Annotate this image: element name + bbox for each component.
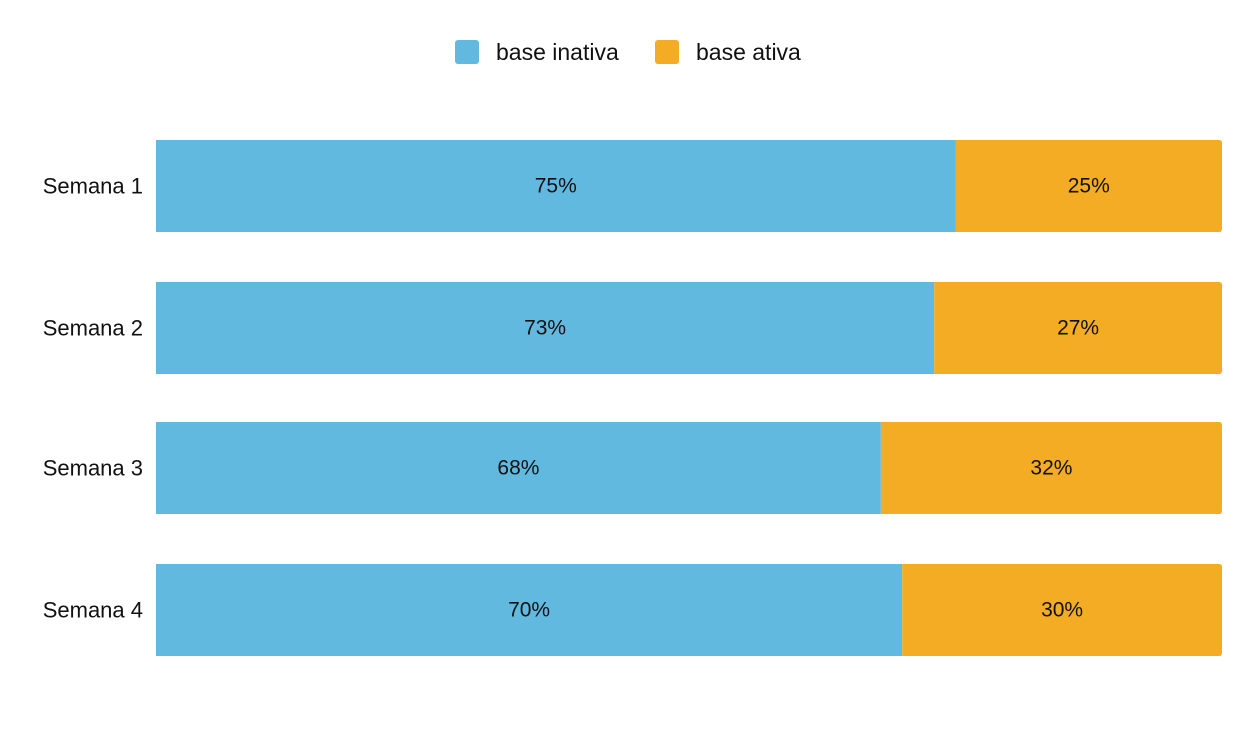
bar-base-inativa-semana-1 bbox=[156, 140, 956, 232]
bar-base-inativa-semana-4 bbox=[156, 564, 903, 656]
category-label-semana-2: Semana 2 bbox=[43, 316, 143, 341]
data-label-base-inativa-semana-4: 70% bbox=[508, 599, 550, 622]
bar-base-ativa-semana-4 bbox=[902, 564, 1222, 656]
bar-base-inativa-semana-3 bbox=[156, 422, 881, 514]
data-label-base-ativa-semana-4: 30% bbox=[1041, 599, 1083, 622]
bar-base-ativa-semana-3 bbox=[880, 422, 1222, 514]
data-labels: 75% 25% 73% 27% 68% 32% 70% 30% bbox=[497, 175, 1109, 622]
bar-base-ativa-semana-1 bbox=[955, 140, 1222, 232]
chart-legend: base inativa base ativa bbox=[455, 39, 801, 65]
data-label-base-ativa-semana-1: 25% bbox=[1068, 175, 1110, 198]
data-label-base-inativa-semana-2: 73% bbox=[524, 317, 566, 340]
category-labels: Semana 1 Semana 2 Semana 3 Semana 4 bbox=[43, 174, 143, 623]
category-label-semana-1: Semana 1 bbox=[43, 174, 143, 199]
data-label-base-ativa-semana-3: 32% bbox=[1030, 457, 1072, 480]
bars-group bbox=[156, 140, 1222, 656]
category-label-semana-3: Semana 3 bbox=[43, 456, 143, 481]
legend-swatch-base-ativa bbox=[655, 40, 679, 64]
data-label-base-ativa-semana-2: 27% bbox=[1057, 317, 1099, 340]
legend-label-base-ativa: base ativa bbox=[696, 39, 801, 65]
category-label-semana-4: Semana 4 bbox=[43, 598, 143, 623]
bar-base-inativa-semana-2 bbox=[156, 282, 935, 374]
legend-swatch-base-inativa bbox=[455, 40, 479, 64]
legend-label-base-inativa: base inativa bbox=[496, 39, 619, 65]
data-label-base-inativa-semana-1: 75% bbox=[535, 175, 577, 198]
bar-base-ativa-semana-2 bbox=[934, 282, 1222, 374]
data-label-base-inativa-semana-3: 68% bbox=[497, 457, 539, 480]
